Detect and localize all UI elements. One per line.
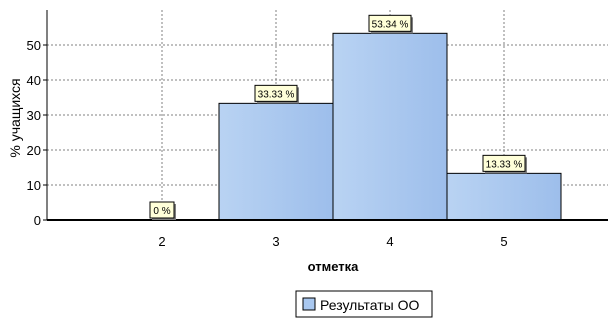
x-tick-label: 2 — [158, 234, 165, 249]
axes — [43, 10, 608, 221]
bar-3 — [218, 102, 334, 221]
bars — [218, 32, 562, 221]
x-axis-title: отметка — [308, 259, 360, 274]
legend-label: Результаты ОО — [320, 297, 420, 313]
legend: Результаты ОО — [295, 290, 433, 318]
legend-box — [295, 290, 433, 318]
y-tick-label: 50 — [27, 38, 41, 53]
y-tick-label: 20 — [27, 143, 41, 158]
x-tick-label: 5 — [500, 234, 507, 249]
data-label-text: 13.33 % — [486, 159, 523, 170]
data-label-text: 0 % — [153, 206, 170, 217]
y-tick-label: 0 — [34, 213, 41, 228]
x-tick-label: 4 — [386, 234, 393, 249]
x-tick-label: 3 — [272, 234, 279, 249]
y-tick-labels: 0 10 20 30 40 50 — [27, 38, 41, 228]
data-label-5: 13.33 % — [482, 154, 527, 174]
data-label-4: 53.34 % — [368, 14, 413, 34]
data-label-2: 0 % — [149, 201, 176, 220]
data-label-3: 33.33 % — [254, 84, 299, 104]
y-tick-label: 10 — [27, 178, 41, 193]
bar-5 — [446, 172, 562, 221]
y-tick-label: 30 — [27, 108, 41, 123]
legend-swatch — [302, 297, 316, 311]
data-labels: 0 % 33.33 % 53.34 % 13.33 % — [149, 14, 527, 220]
x-tick-labels: 2 3 4 5 — [158, 234, 507, 249]
y-tick-label: 40 — [27, 73, 41, 88]
y-axis-title: % учащихся — [7, 78, 23, 157]
bar-4 — [332, 32, 448, 221]
data-label-text: 53.34 % — [372, 19, 409, 30]
data-label-text: 33.33 % — [258, 89, 295, 100]
